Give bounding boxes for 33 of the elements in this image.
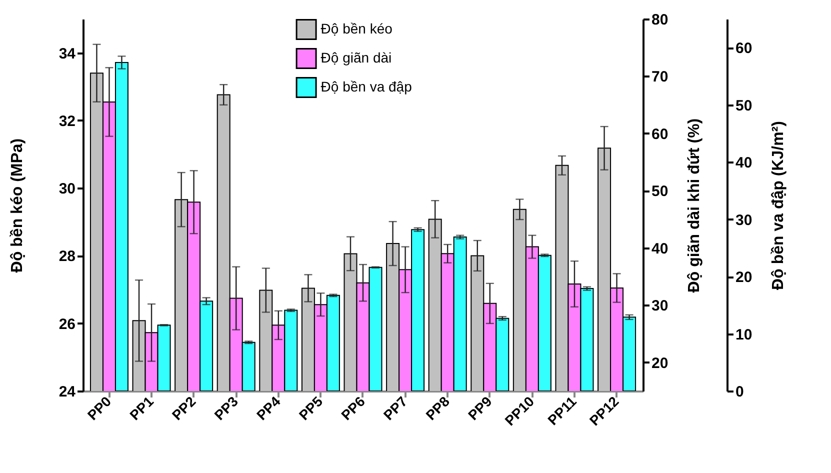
x-tick-label: PP6: [338, 392, 368, 424]
legend-label: Độ bền va đập: [320, 78, 412, 94]
y3-tick-label: 30: [736, 212, 752, 229]
x-tick-label: PP2: [168, 392, 199, 424]
y3-tick-label: 10: [736, 326, 752, 344]
y-tick-label: 24: [58, 384, 76, 400]
y-tick-label: 30: [58, 180, 76, 198]
y-axis-title: Độ bền kéo (MPa): [8, 138, 26, 273]
x-tick-label: PP1: [126, 392, 157, 424]
y2-tick-label: 50: [652, 183, 668, 200]
y2-tick-label: 80: [652, 12, 668, 28]
y-tick-label: 34: [58, 45, 76, 62]
y2-tick-label: 30: [652, 298, 668, 315]
y2-axis-title: Độ giãn dài khi đứt (%): [686, 118, 704, 293]
y-tick-label: 28: [58, 248, 76, 266]
y3-tick-label: 60: [736, 40, 752, 58]
y2-tick-label: 20: [652, 354, 668, 372]
legend-label: Độ bền kéo: [320, 20, 393, 36]
y2-tick-label: 60: [652, 126, 668, 143]
y3-tick-label: 0: [736, 384, 744, 400]
y2-tick-label: 70: [652, 68, 668, 86]
y3-axis-title: Độ bền va đập (KJ/m²): [770, 121, 788, 290]
x-tick-label: PP8: [422, 392, 453, 424]
legend-label: Độ giãn dài: [320, 50, 392, 66]
x-tick-label: PP9: [464, 392, 495, 424]
y-tick-label: 26: [58, 316, 76, 333]
y2-tick-label: 40: [652, 240, 668, 258]
y3-tick-label: 50: [736, 97, 752, 114]
x-tick-label: PP0: [84, 392, 114, 424]
y3-tick-label: 20: [736, 269, 752, 286]
x-tick-label: PP3: [211, 392, 242, 424]
y3-tick-label: 40: [736, 154, 752, 172]
y-tick-label: 32: [58, 112, 76, 130]
